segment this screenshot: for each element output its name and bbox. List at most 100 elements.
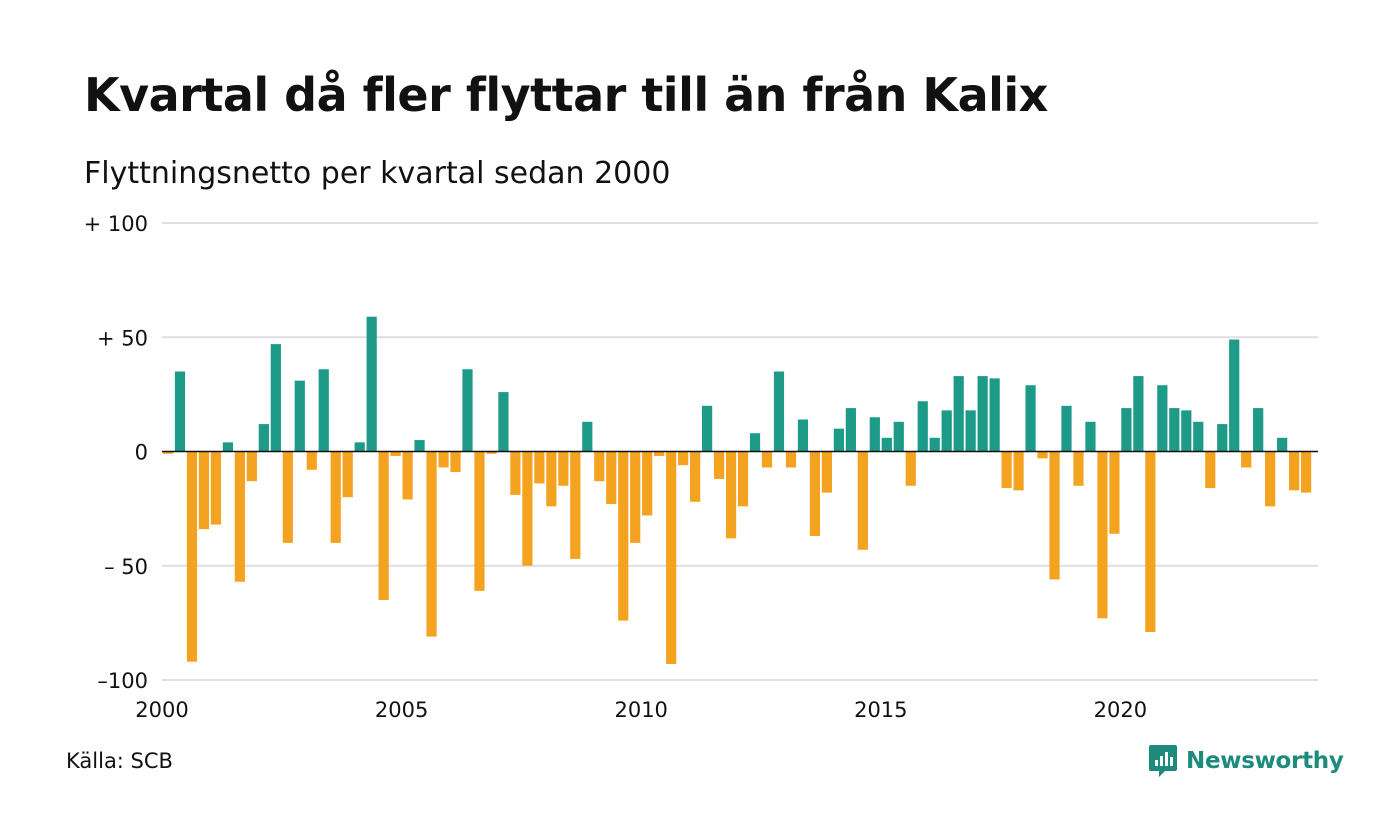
bar	[606, 451, 617, 505]
bar	[438, 451, 449, 468]
bar	[1085, 421, 1096, 452]
x-tick-label: 2000	[135, 698, 188, 722]
bar	[785, 451, 797, 468]
bar	[977, 376, 988, 452]
bar	[306, 451, 317, 470]
bar	[174, 371, 186, 452]
bar	[1229, 339, 1240, 452]
bar	[1217, 424, 1228, 452]
bar	[941, 410, 952, 452]
y-tick-label: + 100	[84, 212, 148, 236]
bar	[1169, 408, 1180, 452]
bar	[186, 451, 198, 662]
bar	[570, 451, 581, 559]
bar	[1145, 451, 1156, 633]
bar	[390, 451, 401, 457]
bar	[690, 451, 701, 502]
bar	[486, 451, 497, 454]
bar	[498, 392, 509, 452]
bar	[414, 440, 425, 452]
x-tick-label: 2015	[854, 698, 907, 722]
bar	[917, 401, 928, 452]
bar	[1109, 451, 1120, 534]
bar	[534, 451, 545, 484]
bar	[594, 451, 605, 482]
y-tick-label: + 50	[97, 326, 148, 350]
bar	[210, 451, 222, 525]
y-tick-label: 0	[135, 441, 148, 465]
bar	[1073, 451, 1084, 486]
bar	[833, 428, 844, 452]
bar-chart-speech-bubble-icon	[1149, 745, 1177, 777]
bar	[725, 451, 737, 539]
bar	[1157, 385, 1168, 452]
bar	[1049, 451, 1060, 580]
bars	[162, 316, 1312, 664]
bar	[642, 451, 653, 516]
bar	[522, 451, 533, 566]
chart-subtitle: Flyttningsnetto per kvartal sedan 2000	[84, 156, 671, 191]
bar	[294, 380, 305, 452]
bar	[426, 451, 437, 637]
bar	[246, 451, 257, 482]
bar	[270, 344, 281, 452]
bar	[1193, 421, 1204, 452]
bar	[857, 451, 868, 550]
bar	[630, 451, 641, 543]
bar	[402, 451, 413, 500]
bar	[234, 451, 245, 582]
y-tick-label: –100	[97, 669, 148, 693]
bar	[737, 451, 749, 507]
bar	[929, 437, 940, 452]
brand-name: Newsworthy	[1186, 748, 1344, 774]
bar	[1025, 385, 1036, 452]
bar	[1001, 451, 1012, 489]
bar	[318, 369, 329, 452]
bar	[354, 442, 365, 452]
bar	[702, 405, 713, 452]
bar	[845, 408, 856, 452]
x-tick-label: 2020	[1094, 698, 1147, 722]
bar	[989, 378, 1000, 452]
bar	[1205, 451, 1216, 489]
bar	[450, 451, 461, 473]
bar	[546, 451, 557, 507]
bar	[198, 451, 210, 530]
bar	[558, 451, 569, 486]
bar	[666, 451, 677, 664]
bar	[618, 451, 629, 621]
bar	[678, 451, 689, 466]
bar	[342, 451, 353, 498]
axis-labels: + 100 + 50 0 – 50 –100 2000 2005 2010 2015 2020	[84, 212, 1147, 722]
gridlines	[162, 222, 1318, 681]
bar	[510, 451, 521, 495]
bar	[881, 437, 892, 452]
bar	[1061, 405, 1072, 452]
bar	[965, 410, 976, 452]
bar	[222, 442, 233, 452]
x-tick-label: 2010	[614, 698, 667, 722]
bar	[162, 451, 174, 454]
bar	[330, 451, 341, 543]
bar	[1037, 451, 1048, 459]
bar	[893, 421, 904, 452]
bar	[1013, 451, 1024, 491]
bar	[1121, 408, 1132, 452]
bar	[1277, 437, 1288, 452]
bar	[761, 451, 773, 468]
bar	[1181, 410, 1192, 452]
x-tick-label: 2005	[375, 698, 428, 722]
bar	[474, 451, 485, 591]
bar	[1241, 451, 1252, 468]
bar	[869, 417, 880, 452]
bar	[1265, 451, 1276, 507]
bar	[773, 371, 785, 452]
bar	[654, 451, 665, 457]
bar	[953, 376, 964, 452]
bar	[1301, 451, 1312, 493]
bar	[462, 369, 473, 452]
bar	[749, 433, 761, 452]
bar	[366, 316, 377, 452]
chart-title: Kvartal då fler flyttar till än från Kal…	[84, 68, 1048, 122]
